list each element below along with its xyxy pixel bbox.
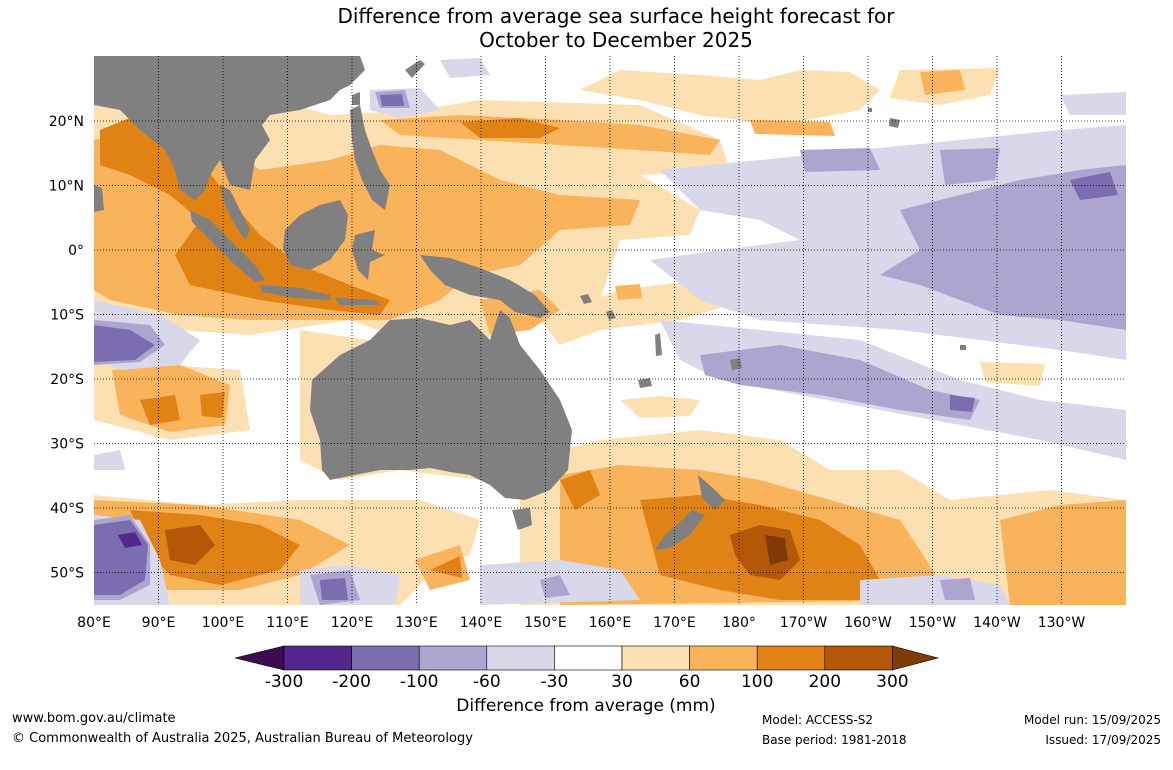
colorbar-tick: 100 [741,672,773,692]
colorbar-tick: 60 [679,672,701,692]
colorbar-bin [351,645,420,671]
website-link[interactable]: www.bom.gov.au/climate [12,711,176,726]
graticule [94,56,1126,605]
colorbar-tick: -60 [473,672,501,692]
colorbar-tick: 30 [611,672,633,692]
colorbar-title: Difference from average (mm) [456,696,716,716]
lon-tick-label: 110°E [266,615,309,631]
lon-tick-label: 170°W [780,615,828,631]
colorbar-tick-labels: -300 -200 -100 -60 -30 30 60 100 200 300 [265,672,909,692]
issued-date: Issued: 17/09/2025 [1045,733,1161,747]
colorbar-bin [486,645,555,671]
colorbar-bin [689,645,758,671]
land [94,56,966,550]
colorbar-max-arrow [892,645,940,671]
colorbar-tick: -300 [265,672,304,692]
colorbar-bin [554,645,623,671]
lat-tick-label: 30°S [50,437,84,453]
lat-tick-label: 50°S [50,566,84,582]
lon-tick-label: 130°W [1038,615,1086,631]
lon-tick-label: 120°E [331,615,374,631]
colorbar-bin [418,645,488,671]
colorbar-tick: -200 [332,672,371,692]
copyright-text: © Commonwealth of Australia 2025, Austra… [12,731,473,746]
lon-tick-label: 140°E [460,615,503,631]
base-period: Base period: 1981-2018 [762,733,907,747]
colorbar-tick: 200 [809,672,841,692]
colorbar-bin [756,645,826,671]
lon-tick-label: 170°E [653,615,696,631]
lat-tick-label: 0° [68,243,84,259]
colorbar-bin [621,645,690,671]
lat-tick-label: 40°S [50,501,84,517]
lat-tick-label: 10°N [49,179,84,195]
lat-tick-label: 10°S [50,308,84,324]
lon-tick-label: 160°W [844,615,892,631]
latitude-labels: 20°N 10°N 0° 10°S 20°S 30°S 40°S 50°S [49,114,84,582]
lat-tick-label: 20°N [49,114,84,130]
colorbar-bin [283,645,352,671]
lon-tick-label: 100°E [202,615,245,631]
anomaly-field [94,56,1126,605]
colorbar-bin [824,645,893,671]
colorbar [234,645,940,671]
model-run-date: Model run: 15/09/2025 [1023,713,1161,727]
colorbar-min-arrow [234,645,285,671]
lon-tick-label: 150°W [909,615,957,631]
lon-tick-label: 180° [722,615,756,631]
lat-tick-label: 20°S [50,372,84,388]
colorbar-tick: -100 [400,672,439,692]
map-title: Difference from average sea surface heig… [0,4,1173,52]
lon-tick-label: 140°W [973,615,1021,631]
model-name: Model: ACCESS-S2 [762,713,874,727]
lon-tick-label: 90°E [142,615,176,631]
lon-tick-label: 80°E [77,615,111,631]
lon-tick-label: 130°E [395,615,438,631]
title-line-2: October to December 2025 [479,28,753,52]
title-line-1: Difference from average sea surface heig… [337,4,895,28]
colorbar-tick: 300 [876,672,908,692]
lon-tick-label: 150°E [524,615,567,631]
colorbar-tick: -30 [541,672,569,692]
lon-tick-label: 160°E [589,615,632,631]
longitude-labels: 80°E 90°E 100°E 110°E 120°E 130°E 140°E 150°E 16… [77,615,1085,631]
